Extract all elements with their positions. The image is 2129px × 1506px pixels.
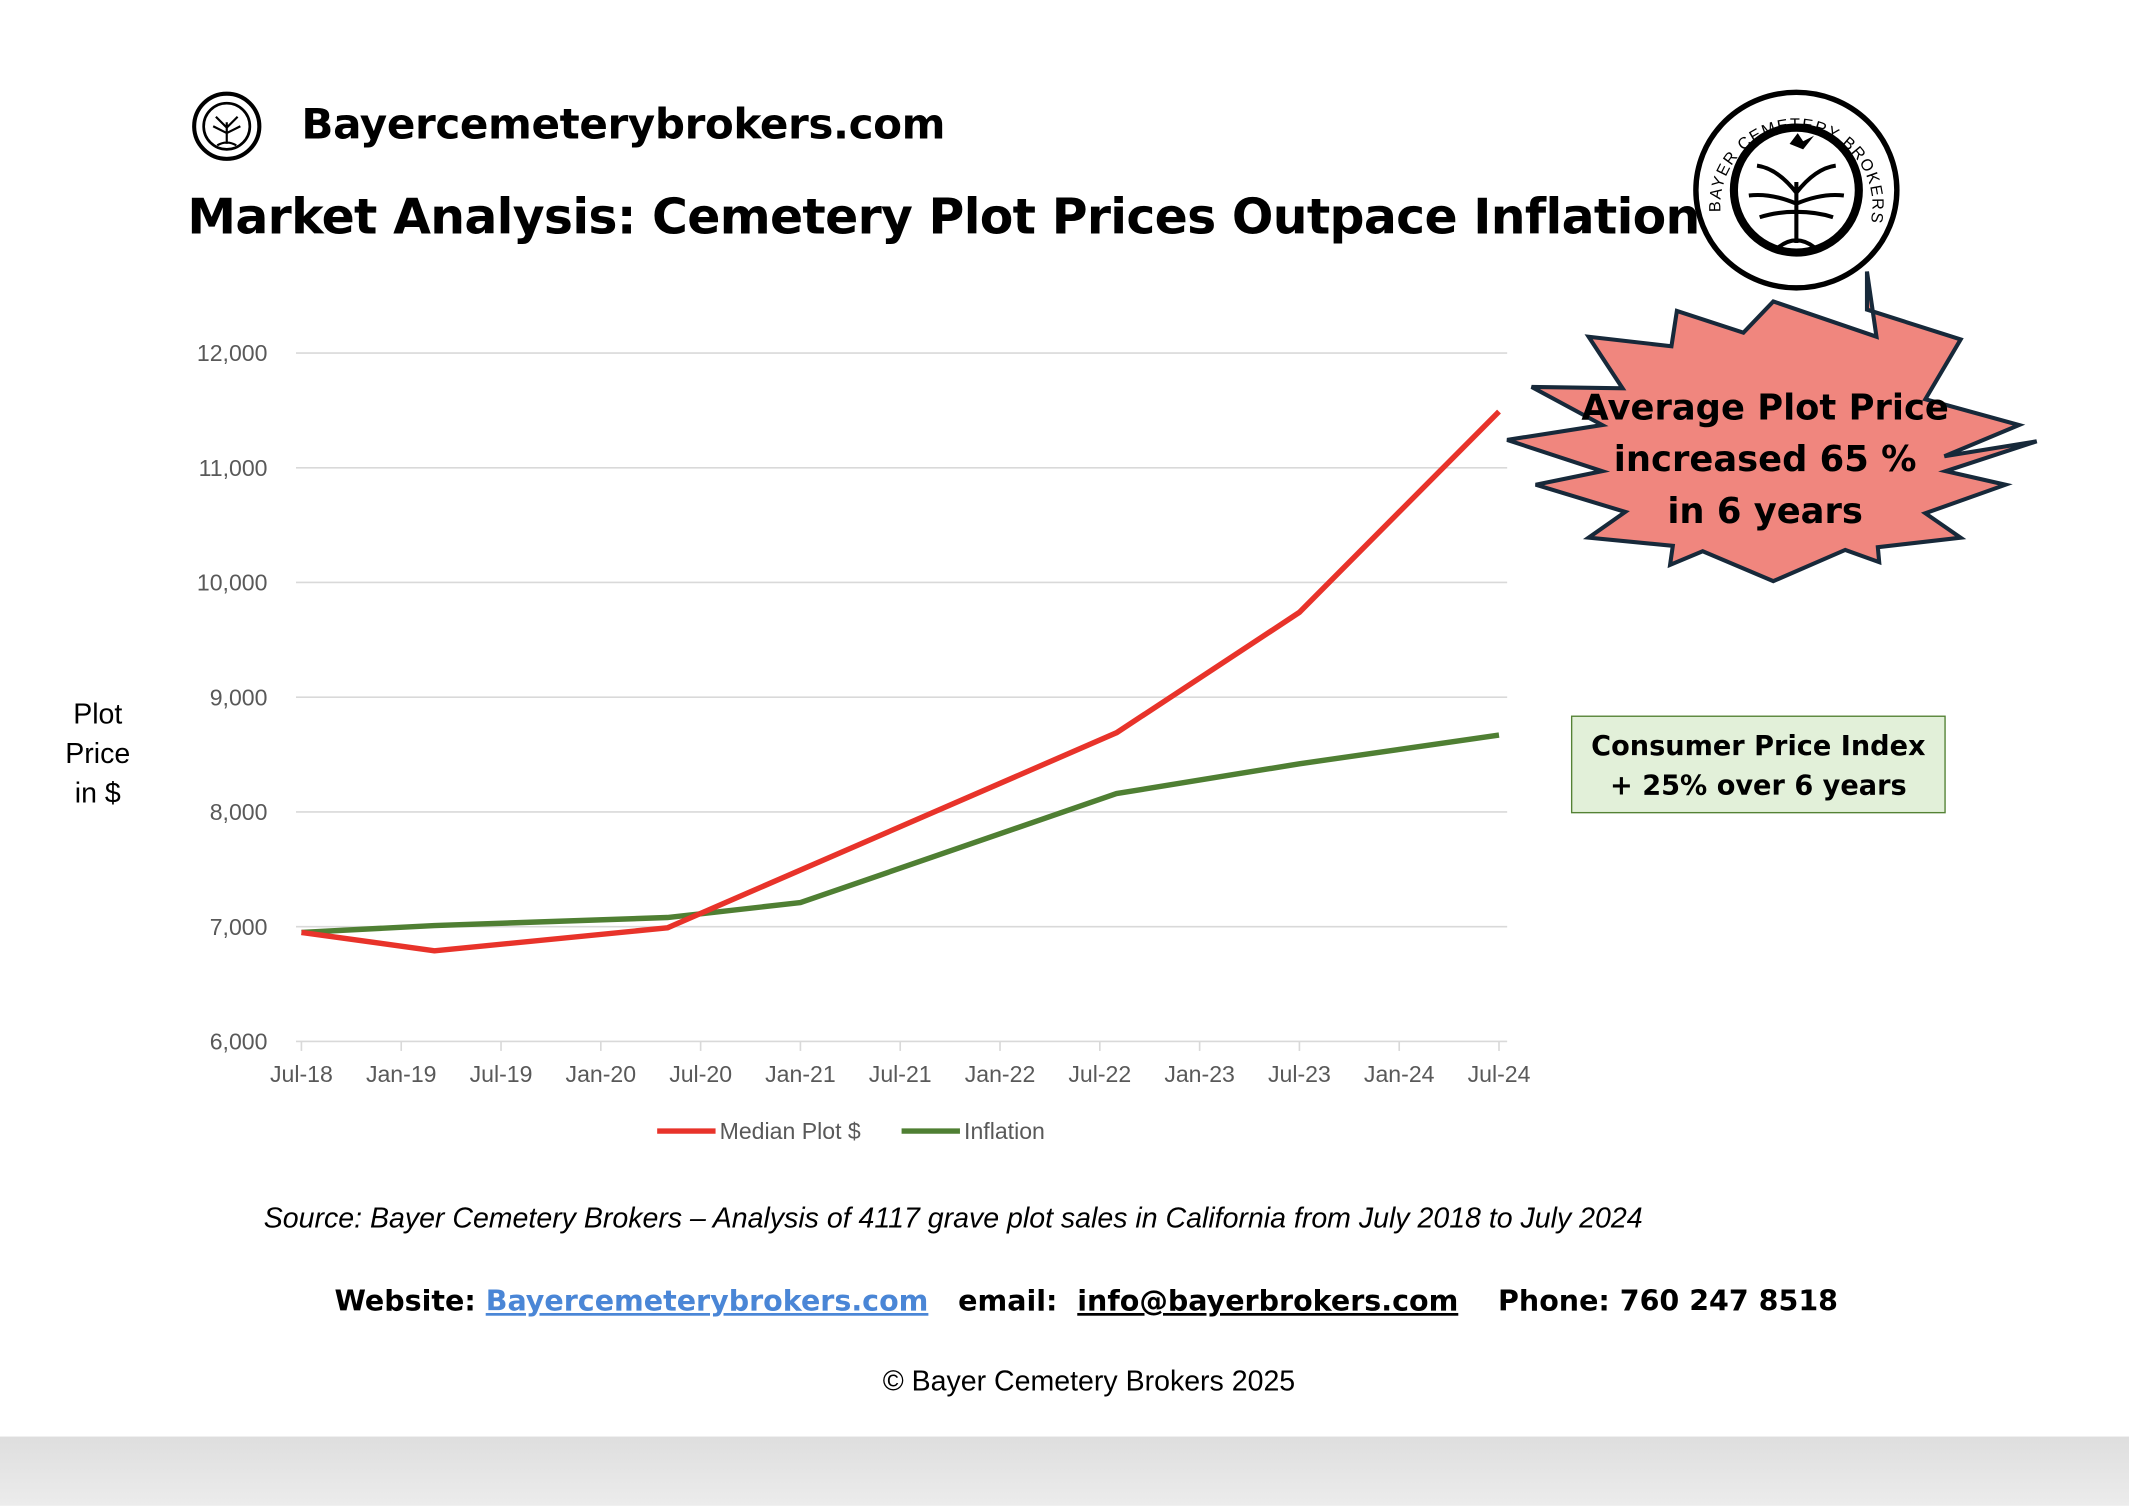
source-note: Source: Bayer Cemetery Brokers – Analysi… [263,1203,1643,1235]
y-tick-label: 12,000 [197,340,268,366]
plot-price-callout: Average Plot Price increased 65 % in 6 y… [1561,383,1968,538]
brand-name: Bayercemeterybrokers.com [301,100,946,150]
page-title: Market Analysis: Cemetery Plot Prices Ou… [187,190,1700,246]
legend-label: Inflation [964,1118,1045,1144]
starburst-shape [1506,271,2038,584]
x-tick-label: Jan-23 [1164,1061,1235,1087]
cpi-callout: Consumer Price Index + 25% over 6 years [1570,715,1946,814]
x-tick-label: Jul-23 [1268,1061,1331,1087]
x-tick-label: Jan-21 [765,1061,836,1087]
y-tick-label: 7,000 [210,914,268,940]
x-tick-label: Jan-22 [965,1061,1036,1087]
email-label: email: [958,1284,1058,1318]
website-label: Website: [334,1284,476,1318]
x-tick-label: Jan-20 [566,1061,637,1087]
y-axis-label: Plot Price in $ [41,695,155,813]
callout-line: increased 65 % [1613,439,1917,481]
website-link[interactable]: Bayercemeterybrokers.com [485,1284,929,1318]
series-line-median-plot- [301,409,1501,954]
seal-logo-icon: BAYER CEMETERY BROKERS [1693,89,1900,291]
y-label-line: Plot [73,699,123,731]
y-tick-label: 10,000 [197,570,268,596]
callout-line: Consumer Price Index [1591,729,1926,762]
y-tick-label: 9,000 [210,684,268,710]
x-tick-label: Jul-21 [869,1061,932,1087]
y-label-line: Price [65,738,131,770]
y-tick-label: 8,000 [210,799,268,825]
y-tick-label: 6,000 [210,1029,268,1055]
x-tick-label: Jul-24 [1468,1061,1531,1087]
email-link[interactable]: info@bayerbrokers.com [1077,1284,1459,1318]
x-tick-label: Jul-19 [470,1061,533,1087]
contact-line: Website: Bayercemeterybrokers.com email:… [0,1284,2129,1317]
series-line-inflation [301,732,1500,936]
bottom-bar [0,1436,2129,1506]
callout-line: + 25% over 6 years [1610,768,1907,802]
x-tick-label: Jul-20 [669,1061,732,1087]
legend-label: Median Plot $ [720,1118,861,1144]
x-tick-label: Jul-22 [1068,1061,1131,1087]
y-tick-label: 11,000 [199,455,268,481]
y-label-line: in $ [74,778,121,810]
callout-line: in 6 years [1667,491,1863,533]
x-tick-label: Jan-19 [366,1061,437,1087]
x-tick-label: Jul-18 [270,1061,333,1087]
phone: Phone: 760 247 8518 [1497,1284,1839,1318]
x-tick-label: Jan-24 [1364,1061,1435,1087]
copyright: © Bayer Cemetery Brokers 2025 [882,1365,1296,1398]
callout-line: Average Plot Price [1581,388,1949,430]
brand-logo-icon [192,91,262,161]
